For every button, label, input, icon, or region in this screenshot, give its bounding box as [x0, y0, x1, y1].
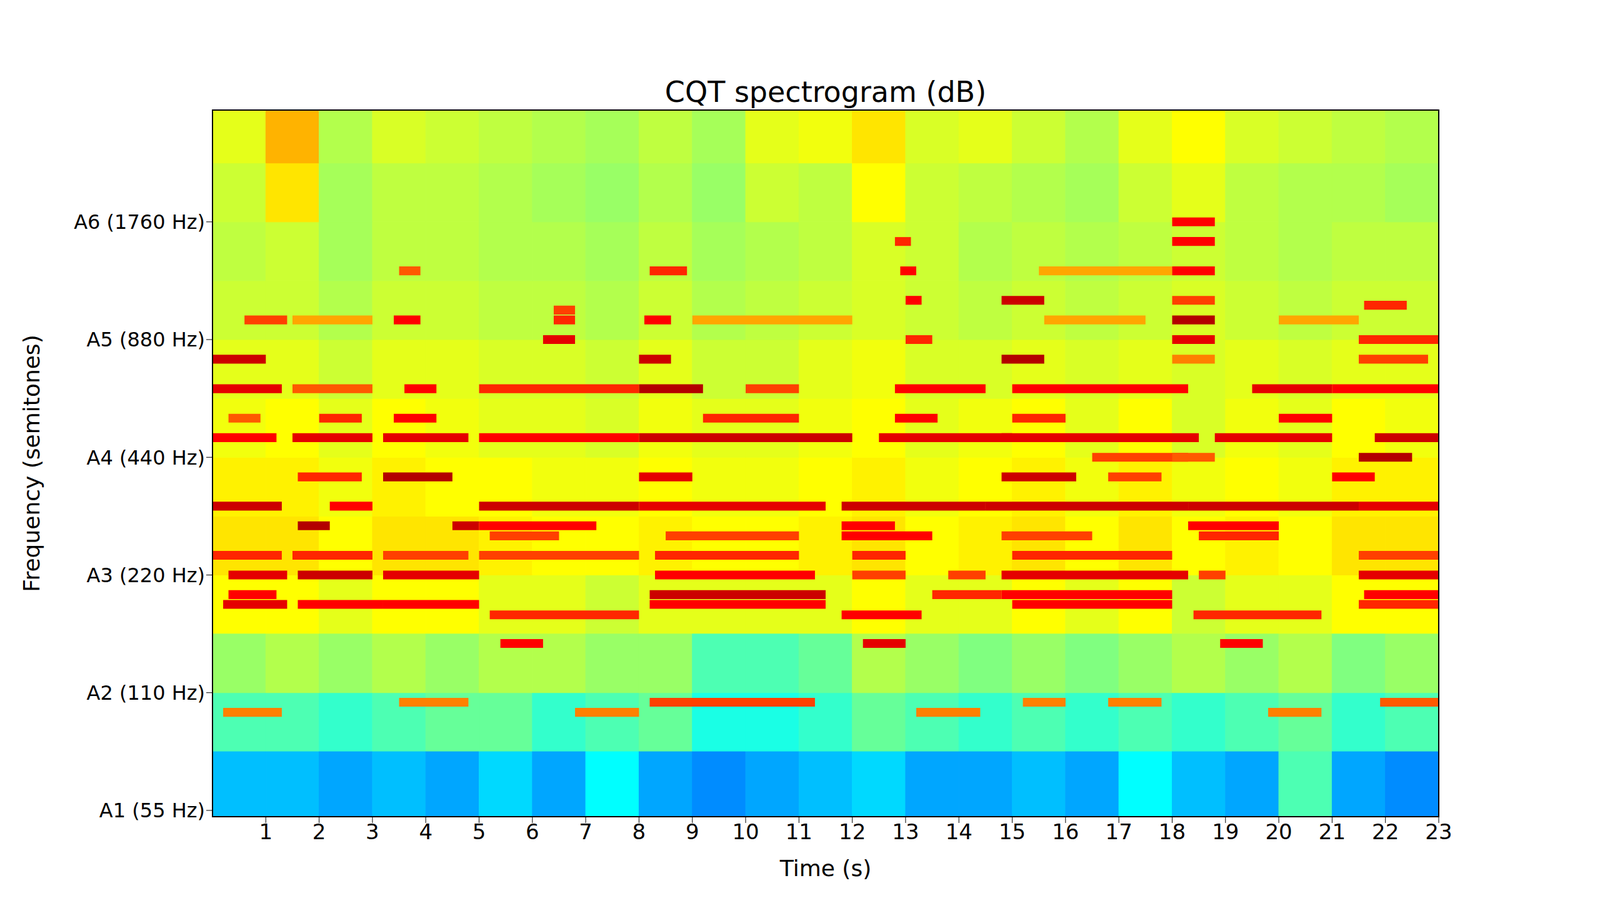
- svg-text:A1 (55 Hz): A1 (55 Hz): [99, 798, 205, 822]
- svg-text:9: 9: [685, 818, 700, 844]
- svg-text:20: 20: [1265, 818, 1292, 844]
- svg-text:16: 16: [1051, 818, 1079, 844]
- svg-text:5: 5: [472, 818, 487, 844]
- svg-text:19: 19: [1211, 818, 1239, 844]
- svg-text:10: 10: [731, 818, 759, 844]
- svg-text:A4 (440 Hz): A4 (440 Hz): [86, 445, 206, 470]
- svg-text:A2 (110 Hz): A2 (110 Hz): [86, 680, 206, 705]
- svg-text:11: 11: [785, 818, 813, 844]
- svg-text:1: 1: [258, 818, 273, 844]
- svg-text:21: 21: [1318, 818, 1346, 844]
- svg-text:A6 (1760 Hz): A6 (1760 Hz): [73, 210, 205, 234]
- svg-text:7: 7: [578, 818, 593, 844]
- svg-text:3: 3: [365, 818, 380, 844]
- svg-text:2: 2: [312, 818, 327, 844]
- svg-text:14: 14: [945, 818, 973, 844]
- svg-text:6: 6: [525, 818, 540, 844]
- svg-text:15: 15: [998, 818, 1026, 844]
- svg-text:A5 (880 Hz): A5 (880 Hz): [86, 327, 206, 352]
- svg-text:A3 (220 Hz): A3 (220 Hz): [86, 563, 206, 587]
- html-text:CQT spectrogram (dB): CQT spectrogram (dB): [664, 75, 987, 109]
- svg-text:23: 23: [1425, 818, 1452, 844]
- svg-text:Time (s): Time (s): [779, 855, 872, 881]
- svg-text:4: 4: [418, 818, 433, 844]
- svg-text:Frequency (semitones): Frequency (semitones): [18, 334, 45, 592]
- svg-text:17: 17: [1105, 818, 1133, 844]
- svg-text:8: 8: [632, 818, 647, 844]
- svg-text:18: 18: [1158, 818, 1186, 844]
- svg-text:13: 13: [891, 818, 919, 844]
- svg-text:22: 22: [1371, 818, 1399, 844]
- svg-text:12: 12: [838, 818, 866, 844]
